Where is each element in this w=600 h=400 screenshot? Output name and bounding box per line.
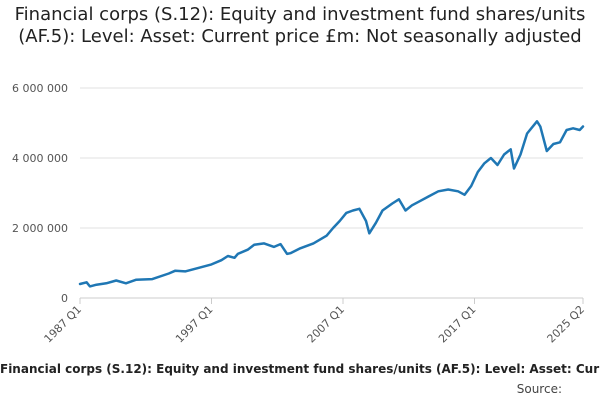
legend: Financial corps (S.12): Equity and inves…	[0, 362, 600, 380]
grid-lines	[80, 87, 583, 299]
x-tick-label: 2007 Q1	[305, 303, 348, 346]
y-tick-label: 0	[61, 292, 68, 305]
x-tick-label: 1997 Q1	[173, 303, 216, 346]
y-tick-label: 2 000 000	[12, 222, 68, 235]
legend-series-label: Financial corps (S.12): Equity and inves…	[0, 362, 600, 376]
source-label: Source:	[516, 382, 562, 396]
y-tick-label: 4 000 000	[12, 152, 68, 165]
chart-title: Financial corps (S.12): Equity and inves…	[14, 4, 586, 47]
x-tick-label: 1987 Q1	[42, 303, 85, 346]
x-tick-label: 2017 Q1	[436, 303, 479, 346]
series-layer	[78, 120, 585, 288]
axes: 0 2 000 000 4 000 000 6 000 000 1987 Q1 1997 …	[12, 82, 587, 345]
y-tick-label: 6 000 000	[12, 82, 68, 95]
series-line	[78, 120, 585, 288]
x-tick-label: 2025 Q2	[545, 303, 588, 346]
